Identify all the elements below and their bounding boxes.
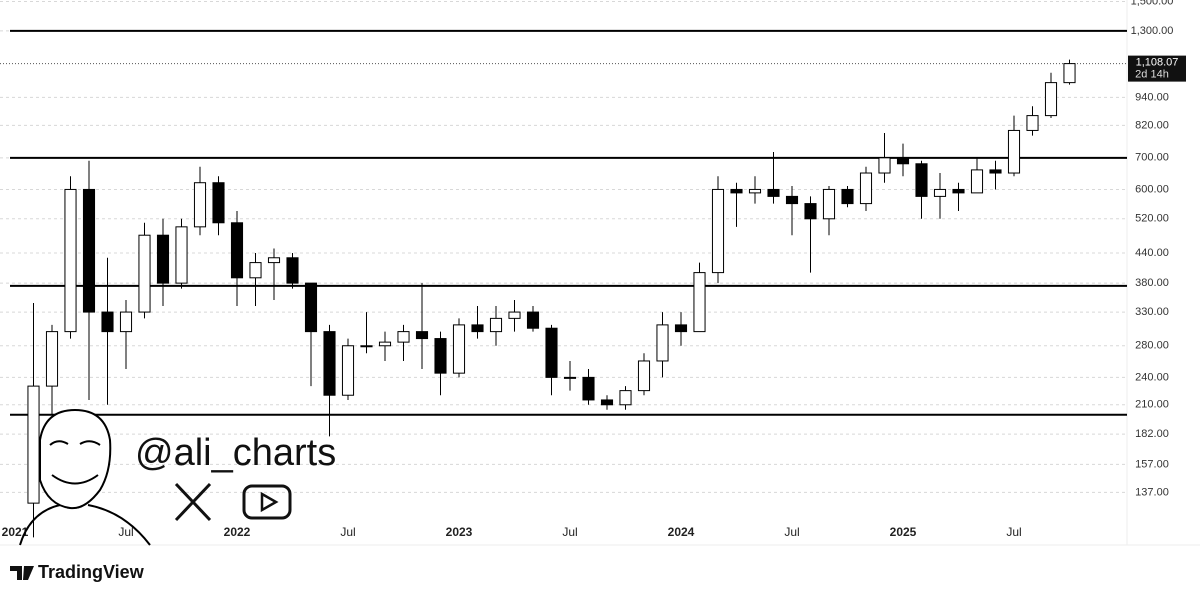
x-tick-label: 2021 bbox=[2, 525, 29, 539]
candle-body bbox=[822, 188, 836, 220]
candle-body bbox=[804, 203, 817, 220]
candle-body bbox=[767, 188, 780, 197]
candle-body bbox=[656, 324, 669, 362]
last-price-label: 1,108.07 bbox=[1136, 57, 1179, 69]
x-tick-label: 2023 bbox=[446, 525, 473, 539]
candle-body bbox=[896, 157, 910, 165]
candle-body bbox=[267, 257, 281, 264]
candle-body bbox=[360, 345, 373, 348]
candle-body bbox=[600, 399, 614, 406]
x-tick-label: Jul bbox=[118, 525, 133, 539]
candle-body bbox=[397, 331, 410, 343]
candle-body bbox=[952, 188, 965, 194]
candle-body bbox=[563, 376, 577, 379]
candle-body bbox=[212, 182, 225, 224]
candle-body bbox=[989, 169, 1002, 174]
candle-body bbox=[378, 341, 392, 347]
candle-body bbox=[193, 182, 207, 228]
candle-body bbox=[489, 317, 503, 333]
candle-body bbox=[230, 222, 244, 279]
candle-body bbox=[1007, 129, 1021, 174]
candle-body bbox=[785, 195, 799, 205]
y-tick-label: 210.00 bbox=[1135, 399, 1169, 411]
y-tick-label: 700.00 bbox=[1135, 152, 1169, 164]
y-tick-label: 380.00 bbox=[1135, 277, 1169, 289]
candle-body bbox=[64, 188, 77, 333]
last-price-box bbox=[1128, 55, 1186, 82]
candle-body bbox=[1063, 63, 1076, 84]
y-tick-label: 520.00 bbox=[1135, 213, 1169, 225]
candle-body bbox=[933, 188, 947, 197]
candle-body bbox=[619, 390, 632, 406]
y-tick-label: 440.00 bbox=[1135, 247, 1169, 259]
candle-body bbox=[138, 234, 151, 313]
candle-body bbox=[471, 324, 484, 333]
candle-body bbox=[915, 163, 928, 197]
candle-body bbox=[508, 311, 521, 319]
candle-body bbox=[1044, 82, 1058, 117]
x-tick-label: 2025 bbox=[890, 525, 917, 539]
candle-body bbox=[175, 226, 188, 284]
candle-body bbox=[859, 172, 873, 205]
candle-body bbox=[286, 257, 299, 284]
candle-body bbox=[82, 188, 96, 313]
x-tick-label: Jul bbox=[784, 525, 799, 539]
watermark: @ali_charts bbox=[135, 432, 336, 474]
youtube-icon bbox=[242, 484, 292, 520]
candle-body bbox=[730, 188, 743, 194]
x-tick-label: 2024 bbox=[668, 525, 695, 539]
candle-body bbox=[452, 324, 466, 374]
candle-body bbox=[693, 272, 706, 333]
x-icon bbox=[174, 482, 212, 522]
candle-body bbox=[415, 331, 429, 340]
brand-logo: TradingView bbox=[10, 562, 145, 582]
candle-body bbox=[526, 311, 540, 329]
candle-body bbox=[341, 345, 355, 396]
candle-body bbox=[101, 311, 114, 333]
candle-body bbox=[748, 188, 762, 194]
y-tick-label: 600.00 bbox=[1135, 183, 1169, 195]
avatar bbox=[19, 408, 151, 546]
candle-body bbox=[841, 188, 854, 205]
y-tick-label: 157.00 bbox=[1135, 458, 1169, 470]
plot-area: 137.00 157.00 182.00 210.00 240.00 280.00 330.… bbox=[0, 0, 1186, 539]
countdown-label: 2d 14h bbox=[1135, 69, 1169, 81]
y-tick-label: 1,300.00 bbox=[1131, 25, 1174, 37]
y-tick-label: 240.00 bbox=[1135, 371, 1169, 383]
candle-body bbox=[674, 324, 688, 333]
candle-body bbox=[45, 331, 59, 387]
candle-body bbox=[434, 338, 447, 374]
y-tick-label: 137.00 bbox=[1135, 486, 1169, 498]
candle-body bbox=[323, 331, 336, 396]
candle-body bbox=[582, 376, 595, 401]
y-tick-label: 280.00 bbox=[1135, 340, 1169, 352]
y-tick-label: 1,500.00 bbox=[1131, 0, 1174, 7]
candle-body bbox=[27, 385, 40, 504]
candle-body bbox=[711, 188, 725, 274]
candle-body bbox=[1026, 115, 1039, 131]
x-tick-label: 2022 bbox=[224, 525, 251, 539]
x-tick-label: Jul bbox=[340, 525, 355, 539]
y-tick-label: 182.00 bbox=[1135, 428, 1169, 440]
candle-body bbox=[119, 311, 133, 333]
candle-body bbox=[249, 262, 262, 279]
y-tick-label: 330.00 bbox=[1135, 306, 1169, 318]
candle-body bbox=[156, 234, 170, 284]
brand: TradingView bbox=[38, 562, 145, 582]
y-tick-label: 820.00 bbox=[1135, 119, 1169, 131]
candle-body bbox=[637, 360, 651, 392]
candle-body bbox=[545, 327, 558, 378]
candle-body bbox=[970, 169, 984, 194]
x-tick-label: Jul bbox=[562, 525, 577, 539]
candle-body bbox=[878, 157, 891, 174]
x-tick-label: Jul bbox=[1006, 525, 1021, 539]
y-tick-label: 940.00 bbox=[1135, 91, 1169, 103]
candle-body bbox=[304, 282, 318, 333]
